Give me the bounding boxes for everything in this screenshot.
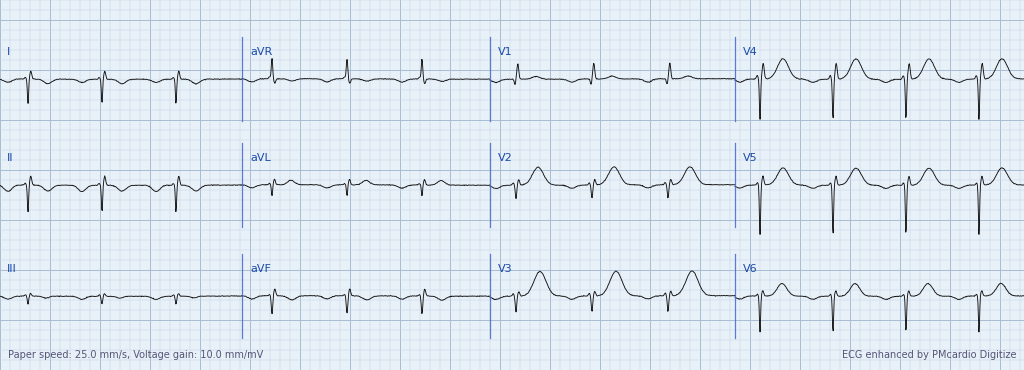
Text: II: II (7, 153, 13, 163)
Text: V1: V1 (498, 47, 513, 57)
Text: Paper speed: 25.0 mm/s, Voltage gain: 10.0 mm/mV: Paper speed: 25.0 mm/s, Voltage gain: 10… (8, 350, 263, 360)
Text: aVR: aVR (250, 47, 272, 57)
Text: V6: V6 (743, 264, 758, 274)
Text: III: III (7, 264, 16, 274)
Text: aVF: aVF (250, 264, 271, 274)
Text: ECG enhanced by PMcardio Digitize: ECG enhanced by PMcardio Digitize (842, 350, 1016, 360)
Text: aVL: aVL (250, 153, 270, 163)
Text: V4: V4 (743, 47, 758, 57)
Text: V3: V3 (498, 264, 513, 274)
Text: I: I (7, 47, 10, 57)
Text: V2: V2 (498, 153, 513, 163)
Text: V5: V5 (743, 153, 758, 163)
